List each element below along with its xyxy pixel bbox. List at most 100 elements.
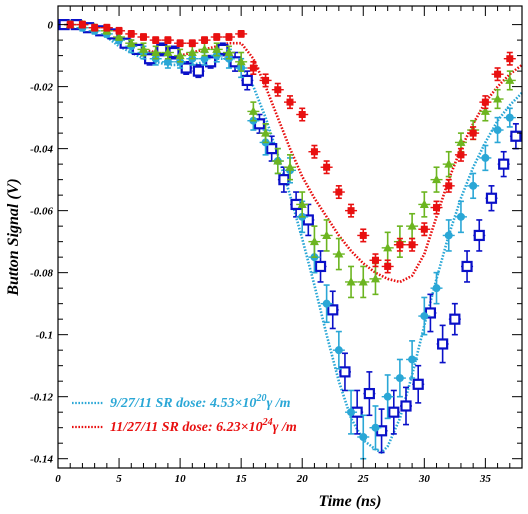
y-tick-label: -0.02 (30, 82, 53, 94)
data-point (480, 106, 490, 115)
data-point (419, 199, 429, 208)
data-point (456, 212, 465, 221)
data-point (323, 163, 331, 171)
data-point (412, 378, 424, 390)
marker-series (64, 20, 516, 274)
data-point (188, 39, 196, 47)
data-point (297, 199, 307, 208)
data-point (505, 75, 515, 84)
data-point (163, 57, 172, 66)
data-point (248, 106, 258, 115)
legend-entry-label: 11/27/11 SR dose: 6.23×1024γ /m (110, 417, 297, 435)
data-point (175, 50, 185, 60)
x-axis-title: Time (ns) (319, 493, 382, 510)
data-point (322, 230, 332, 239)
data-point (510, 130, 522, 142)
x-tick-label: 15 (236, 473, 248, 485)
data-point (139, 33, 147, 41)
data-point (383, 392, 392, 401)
y-tick-label: -0.06 (30, 206, 53, 218)
data-point (469, 181, 478, 190)
data-point (163, 47, 173, 57)
data-point (469, 129, 477, 137)
data-point (408, 241, 416, 249)
data-point (347, 207, 355, 215)
data-point (236, 56, 246, 66)
data-point (261, 128, 271, 137)
data-point (339, 366, 351, 378)
x-tick-label: 5 (116, 473, 122, 485)
data-point (445, 182, 453, 190)
data-point (371, 256, 379, 264)
data-point (408, 355, 417, 364)
data-point (396, 241, 404, 249)
data-point (444, 231, 453, 240)
data-point (322, 299, 331, 308)
data-point (310, 148, 318, 156)
data-point (493, 94, 503, 103)
data-point (114, 32, 124, 41)
data-point (213, 33, 221, 41)
y-axis-title: Button Signal (V) (5, 178, 22, 296)
data-point (115, 27, 123, 35)
data-point (461, 260, 473, 273)
data-point (437, 338, 449, 350)
y-tick-label: -0.12 (30, 392, 53, 404)
data-point (407, 221, 417, 230)
x-tick-label: 25 (357, 473, 370, 485)
data-point (78, 21, 86, 29)
data-point (200, 44, 210, 53)
data-point (481, 153, 490, 162)
data-point (457, 151, 465, 159)
data-point (383, 242, 393, 252)
axes: 0 5 10 15 20 25 30 35 0 -0.02 -0.04 -0.06 -0.08 -0.1 -… (30, 6, 523, 485)
data-point (505, 113, 514, 122)
x-tick-label: 10 (175, 473, 187, 485)
data-point (346, 276, 356, 286)
y-tick-label: -0.08 (30, 268, 53, 280)
data-point (152, 36, 160, 44)
data-point (224, 47, 234, 57)
data-point (481, 98, 489, 106)
y-tick-label: -0.14 (30, 454, 53, 466)
data-point (127, 30, 135, 38)
data-point (66, 21, 74, 29)
data-point (334, 249, 344, 258)
data-point (187, 47, 197, 57)
data-point (456, 137, 466, 146)
data-point (420, 312, 429, 321)
data-point (273, 156, 283, 165)
data-point (212, 44, 222, 53)
data-point (91, 24, 99, 32)
data-point (176, 39, 184, 47)
data-point (359, 231, 367, 239)
data-point (432, 284, 441, 293)
x-tick-label: 20 (296, 473, 309, 485)
data-point (103, 24, 111, 32)
data-point (192, 65, 205, 77)
data-point (400, 400, 412, 412)
data-point (334, 346, 343, 355)
data-point (298, 111, 306, 119)
data-point (444, 159, 454, 168)
plot-area (58, 19, 523, 460)
data-point (126, 38, 136, 47)
data-point (494, 70, 502, 78)
y-tick-label: -0.1 (36, 330, 53, 342)
data-point (388, 406, 400, 418)
y-tick-label: 0 (48, 20, 54, 32)
x-tick-label: 0 (55, 473, 61, 485)
data-point (309, 236, 319, 246)
data-point (225, 33, 233, 41)
data-point (432, 174, 442, 184)
data-point (151, 47, 161, 57)
data-point (498, 158, 510, 170)
data-point (274, 86, 282, 94)
data-point (358, 276, 368, 286)
data-point (493, 126, 502, 135)
data-point (347, 408, 356, 417)
data-point (237, 30, 245, 38)
data-point (506, 55, 514, 63)
data-point (156, 43, 168, 56)
